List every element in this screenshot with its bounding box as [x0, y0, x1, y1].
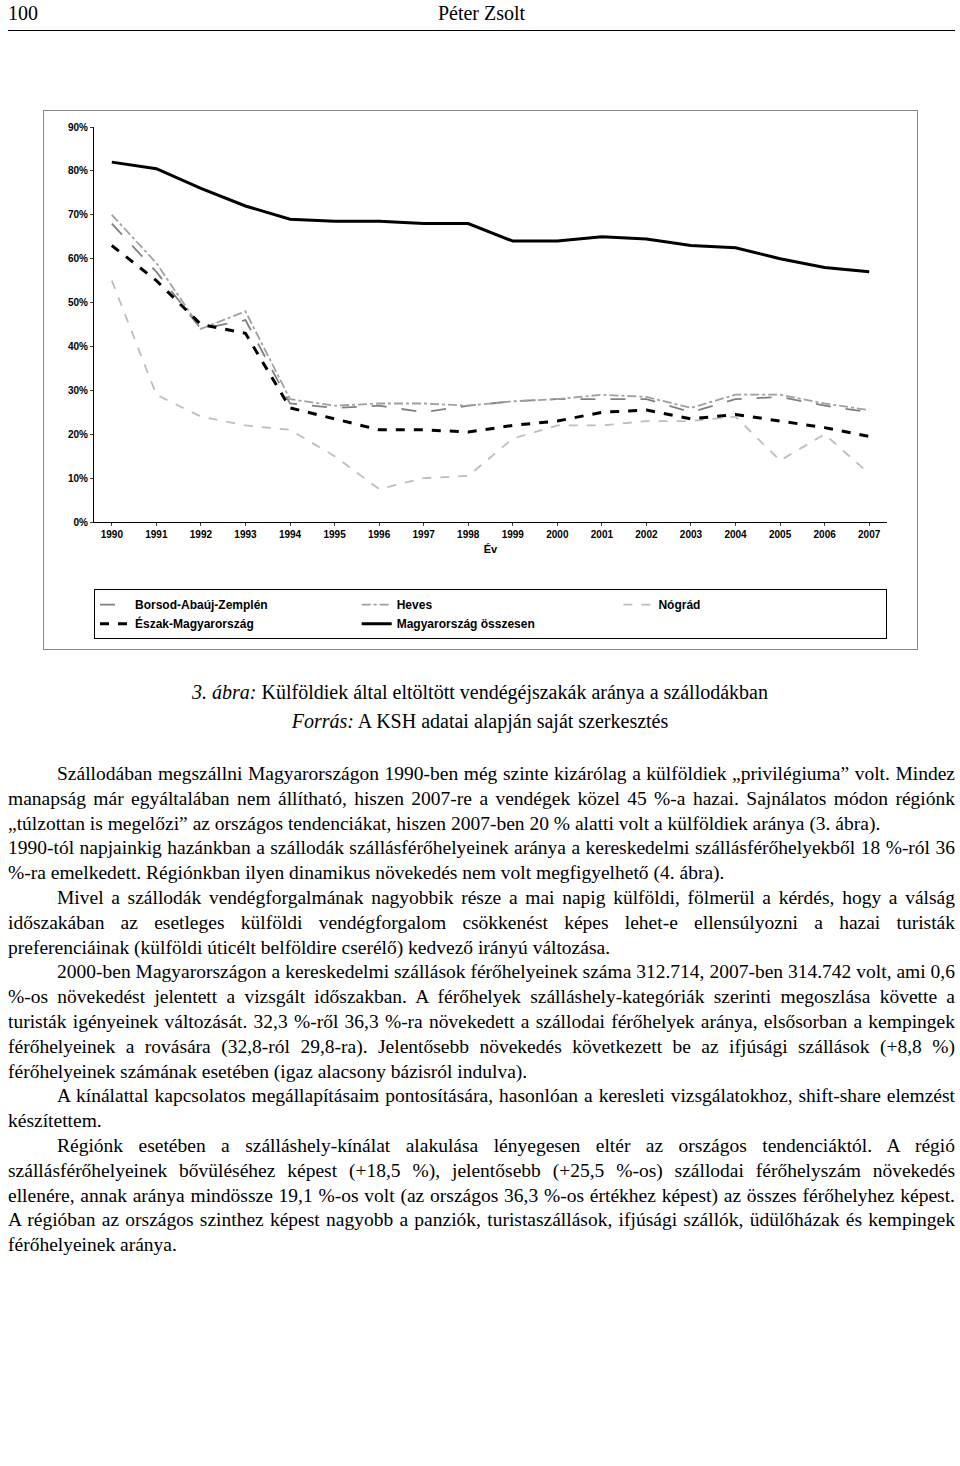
- svg-text:70%: 70%: [68, 209, 88, 220]
- html-text:3. ábra: Külföldiek által eltö: 3. ábra: Külföldiek által eltöltött vend…: [192, 681, 768, 703]
- svg-text:1992: 1992: [190, 529, 213, 540]
- svg-text:Év: Év: [484, 543, 498, 555]
- svg-text:2001: 2001: [591, 529, 614, 540]
- svg-text:30%: 30%: [68, 385, 88, 396]
- svg-text:0%: 0%: [74, 517, 89, 528]
- svg-text:Észak-Magyarország: Észak-Magyarország: [135, 616, 254, 631]
- html-text:Forrás: A KSH adatai alapján s: Forrás: A KSH adatai alapján saját szerk…: [291, 710, 669, 732]
- svg-text:80%: 80%: [68, 165, 88, 176]
- svg-text:2005: 2005: [769, 529, 792, 540]
- svg-text:1993: 1993: [234, 529, 257, 540]
- svg-text:50%: 50%: [68, 297, 88, 308]
- svg-text:2003: 2003: [680, 529, 703, 540]
- html-text:Péter Zsolt: Péter Zsolt: [437, 2, 526, 24]
- svg-text:Heves: Heves: [397, 598, 433, 612]
- svg-text:Magyarország összesen: Magyarország összesen: [397, 617, 535, 631]
- svg-text:Nógrád: Nógrád: [658, 598, 700, 612]
- html-text:A kínálattal kapcsolatos megál: A kínálattal kapcsolatos megállapításaim…: [8, 1085, 955, 1132]
- svg-text:2004: 2004: [724, 529, 747, 540]
- html-text:Mivel a szállodák vendégforgal: Mivel a szállodák vendégforgalmának nagy…: [8, 887, 955, 958]
- html-text:2000-ben Magyarországon a kere: 2000-ben Magyarországon a kereskedelmi s…: [8, 961, 955, 1082]
- svg-text:1999: 1999: [502, 529, 525, 540]
- svg-text:2007: 2007: [858, 529, 881, 540]
- svg-text:20%: 20%: [68, 429, 88, 440]
- svg-text:Borsod-Abaúj-Zemplén: Borsod-Abaúj-Zemplén: [135, 598, 268, 612]
- svg-text:10%: 10%: [68, 473, 88, 484]
- svg-text:2006: 2006: [814, 529, 837, 540]
- svg-text:1996: 1996: [368, 529, 391, 540]
- svg-text:1990: 1990: [101, 529, 124, 540]
- svg-text:90%: 90%: [68, 122, 88, 133]
- svg-text:2000: 2000: [546, 529, 569, 540]
- svg-text:1991: 1991: [145, 529, 168, 540]
- svg-text:60%: 60%: [68, 253, 88, 264]
- svg-text:1997: 1997: [413, 529, 436, 540]
- svg-text:40%: 40%: [68, 341, 88, 352]
- html-text:Szállodában megszállni Magyaro: Szállodában megszállni Magyarországon 19…: [8, 763, 955, 834]
- svg-text:1994: 1994: [279, 529, 302, 540]
- html-text:100: 100: [8, 2, 38, 24]
- html-text:1990-tól napjainkig hazánkban: 1990-tól napjainkig hazánkban a szállodá…: [8, 837, 955, 884]
- svg-text:2002: 2002: [635, 529, 658, 540]
- html-text:Régiónk esetében a szálláshely: Régiónk esetében a szálláshely-kínálat a…: [8, 1135, 955, 1256]
- svg-text:1995: 1995: [323, 529, 346, 540]
- svg-text:1998: 1998: [457, 529, 480, 540]
